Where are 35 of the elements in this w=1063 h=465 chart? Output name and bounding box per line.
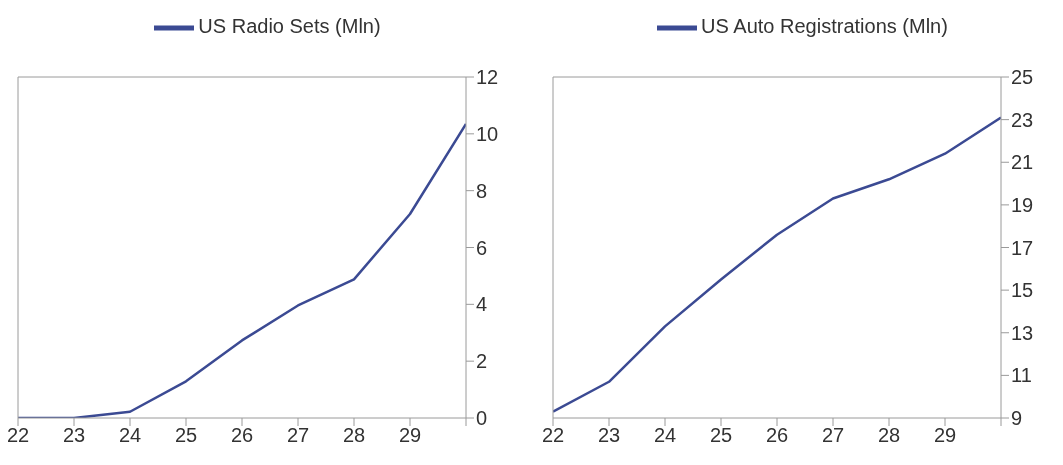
y-tick-label: 25 — [1011, 66, 1034, 89]
y-tick-label: 10 — [476, 122, 499, 145]
x-tick-label: 24 — [118, 424, 142, 447]
y-tick-label: 9 — [1011, 407, 1023, 430]
line-series — [553, 116, 1001, 413]
y-tick-label: 21 — [1011, 151, 1034, 174]
x-tick-label: 28 — [342, 424, 366, 447]
y-tick-label: 6 — [476, 236, 488, 259]
y-tick-label: 11 — [1011, 364, 1032, 387]
y-tick-label: 4 — [476, 293, 488, 316]
legend-label: US Auto Registrations (Mln) — [701, 15, 948, 38]
x-tick-label: 25 — [174, 424, 198, 447]
x-tick-label: 28 — [877, 424, 901, 447]
x-tick-label: 29 — [933, 424, 957, 447]
y-tick-label: 2 — [476, 350, 488, 373]
x-tick-label: 23 — [597, 424, 621, 447]
y-tick-label: 12 — [476, 66, 499, 89]
y-tick-label: 0 — [476, 407, 488, 430]
x-tick-label: 24 — [653, 424, 677, 447]
y-tick-label: 23 — [1011, 108, 1034, 131]
y-tick-label: 19 — [1011, 193, 1034, 216]
x-tick-label: 22 — [541, 424, 565, 447]
x-tick-label: 26 — [230, 424, 254, 447]
x-tick-label: 29 — [398, 424, 422, 447]
y-tick-label: 17 — [1011, 236, 1034, 259]
x-tick-label: 23 — [62, 424, 86, 447]
legend-label: US Radio Sets (Mln) — [198, 15, 381, 38]
x-tick-label: 27 — [821, 424, 845, 447]
x-tick-label: 25 — [709, 424, 733, 447]
x-tick-label: 26 — [765, 424, 789, 447]
y-tick-label: 13 — [1011, 321, 1034, 344]
y-tick-label: 15 — [1011, 279, 1034, 302]
y-tick-label: 8 — [476, 179, 488, 202]
x-tick-label: 27 — [286, 424, 310, 447]
x-tick-label: 22 — [6, 424, 30, 447]
